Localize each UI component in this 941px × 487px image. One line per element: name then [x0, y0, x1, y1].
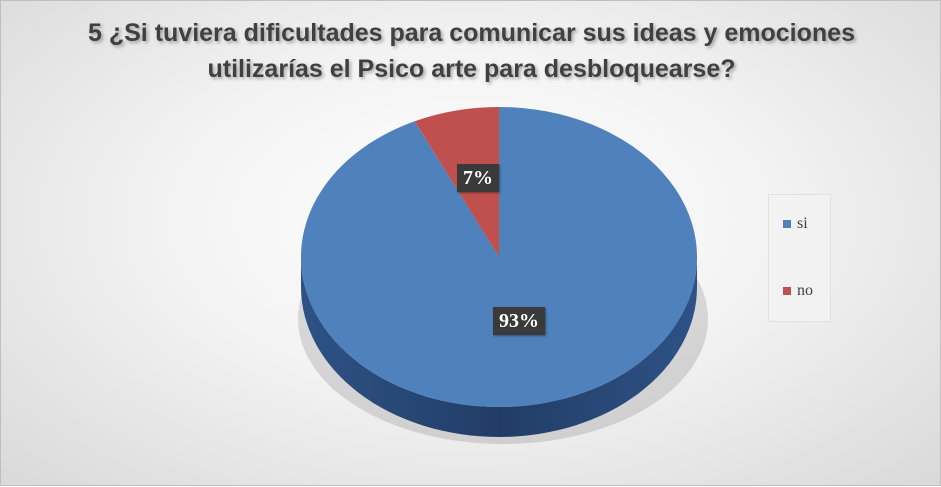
pie-slice-no [414, 107, 499, 257]
legend-label-no: no [797, 282, 813, 299]
data-label-no: 7% [457, 164, 499, 192]
legend: si no [768, 194, 831, 322]
legend-label-si: si [797, 215, 808, 232]
legend-item-si: si [783, 214, 808, 234]
legend-swatch-si [783, 220, 791, 228]
chart-title: 5 ¿Si tuviera dificultades para comunica… [88, 19, 855, 83]
legend-item-no: no [783, 281, 813, 301]
pie-slice-si [301, 107, 697, 408]
data-label-si: 93% [493, 307, 545, 335]
legend-swatch-no [783, 287, 791, 295]
pie-side-si [301, 257, 697, 437]
